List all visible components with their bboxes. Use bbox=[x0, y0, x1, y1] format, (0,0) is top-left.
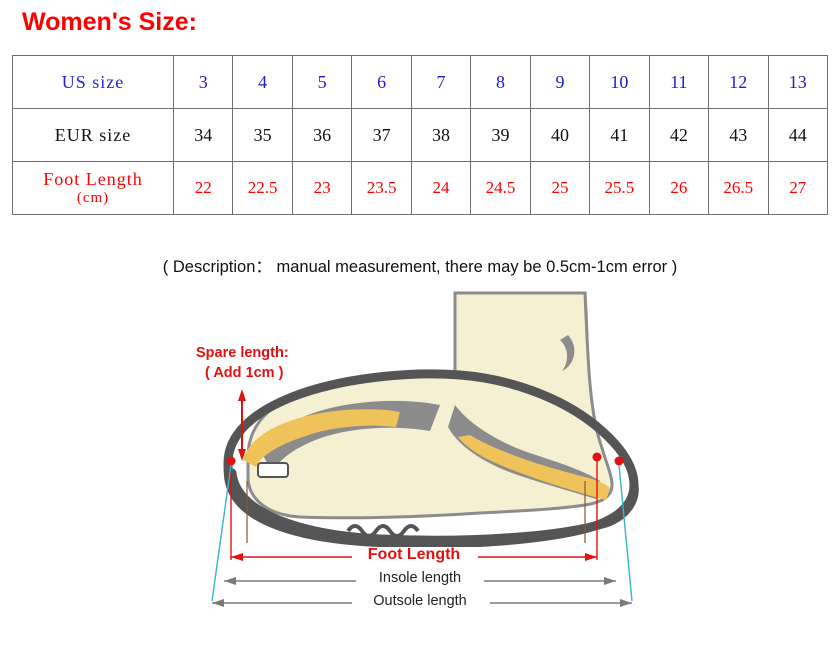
cell-foot-8: 26 bbox=[648, 161, 710, 215]
row-header-foot-length-unit: (cm) bbox=[76, 189, 110, 206]
page-title: Women's Size: bbox=[22, 8, 197, 36]
cell-foot-10: 27 bbox=[767, 161, 829, 215]
toe-box bbox=[257, 462, 289, 478]
teal-guide-lines bbox=[211, 464, 633, 602]
cell-eur-5: 39 bbox=[470, 108, 531, 162]
outsole-shape bbox=[223, 369, 639, 549]
cell-foot-9: 26.5 bbox=[708, 161, 769, 215]
cell-eur-1: 35 bbox=[232, 108, 293, 162]
cell-foot-6: 25 bbox=[529, 161, 591, 215]
cell-foot-3: 23.5 bbox=[351, 161, 412, 215]
size-table: US size 3 4 5 6 7 8 9 10 11 12 13 EUR si… bbox=[12, 55, 829, 215]
cell-foot-2: 23 bbox=[291, 161, 353, 215]
outsole-length-label-top: Outsole length bbox=[373, 593, 467, 609]
spare-length-label-line2: ( Add 1cm ) bbox=[205, 365, 284, 381]
table-row-us: US size 3 4 5 6 7 8 9 10 11 12 13 bbox=[12, 55, 829, 109]
cell-us-7: 10 bbox=[589, 55, 650, 109]
cell-eur-7: 41 bbox=[589, 108, 650, 162]
red-guide-lines bbox=[230, 457, 598, 560]
cell-us-6: 9 bbox=[529, 55, 591, 109]
cell-us-4: 7 bbox=[410, 55, 472, 109]
cell-us-5: 8 bbox=[470, 55, 531, 109]
cell-us-0: 3 bbox=[172, 55, 234, 109]
spare-length-arrow bbox=[238, 389, 246, 461]
cell-eur-9: 43 bbox=[708, 108, 769, 162]
cell-eur-10: 44 bbox=[767, 108, 829, 162]
cell-eur-8: 42 bbox=[648, 108, 710, 162]
spare-length-label-line1: Spare length: bbox=[196, 345, 289, 361]
row-header-foot-length: Foot Length (cm) bbox=[12, 161, 174, 215]
cell-foot-4: 24 bbox=[410, 161, 472, 215]
cell-eur-2: 36 bbox=[291, 108, 353, 162]
insole-tan-strip bbox=[243, 409, 610, 500]
row-header-us: US size bbox=[12, 55, 174, 109]
table-row-foot-length: Foot Length (cm) 22 22.5 23 23.5 24 24.5… bbox=[12, 161, 829, 215]
cell-eur-6: 40 bbox=[529, 108, 591, 162]
cell-foot-1: 22.5 bbox=[232, 161, 293, 215]
foot-measurement-diagram: Spare length: ( Add 1cm ) Foot Length In… bbox=[0, 285, 840, 625]
cell-us-3: 6 bbox=[351, 55, 412, 109]
foot-length-label-top: Foot Length bbox=[368, 546, 460, 563]
insole-guide-lines bbox=[246, 481, 586, 543]
row-header-foot-length-text: Foot Length bbox=[43, 169, 143, 190]
cell-us-10: 13 bbox=[767, 55, 829, 109]
size-table-container: US size 3 4 5 6 7 8 9 10 11 12 13 EUR si… bbox=[12, 55, 829, 215]
cell-eur-0: 34 bbox=[172, 108, 234, 162]
cell-eur-4: 38 bbox=[410, 108, 472, 162]
cell-us-9: 12 bbox=[708, 55, 769, 109]
cell-eur-3: 37 bbox=[351, 108, 412, 162]
cell-foot-5: 24.5 bbox=[470, 161, 531, 215]
cell-us-1: 4 bbox=[232, 55, 293, 109]
cell-foot-0: 22 bbox=[172, 161, 234, 215]
table-row-eur: EUR size 34 35 36 37 38 39 40 41 42 43 4… bbox=[12, 108, 829, 162]
row-header-eur: EUR size bbox=[12, 108, 174, 162]
cell-foot-7: 25.5 bbox=[589, 161, 650, 215]
description-text: ( Description： manual measurement, there… bbox=[162, 258, 678, 276]
insole-length-label-top: Insole length bbox=[379, 570, 461, 586]
cell-us-8: 11 bbox=[648, 55, 710, 109]
cell-us-2: 5 bbox=[291, 55, 353, 109]
